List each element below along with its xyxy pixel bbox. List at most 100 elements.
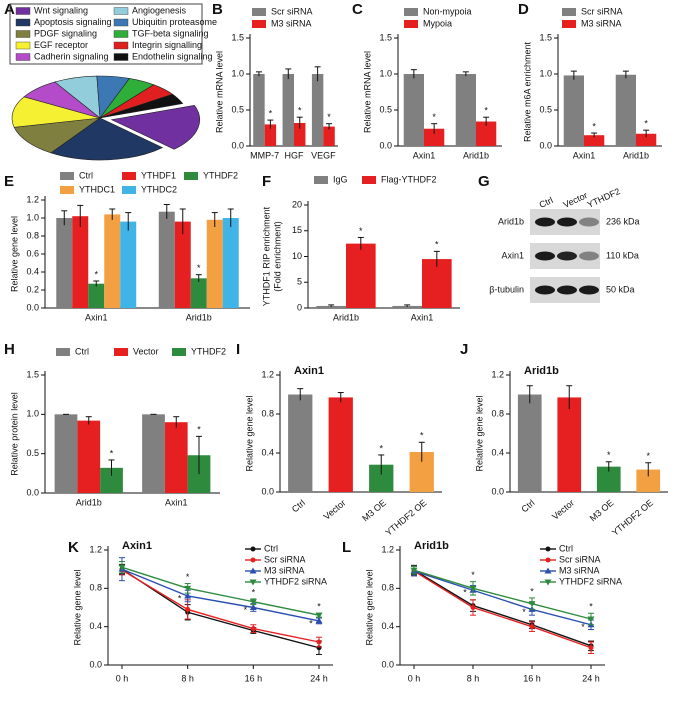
legend-swatch	[113, 18, 129, 27]
marker	[249, 604, 257, 610]
significance: *	[530, 586, 534, 596]
y-tick-label: 0.5	[26, 448, 39, 458]
bar	[222, 218, 239, 308]
legend-label: Ctrl	[79, 170, 93, 180]
y-axis-label: (Fold enrichment)	[272, 221, 282, 292]
legend-label: YTHDF2 siRNA	[264, 576, 327, 586]
legend-swatch	[314, 176, 328, 184]
significance: *	[197, 263, 201, 273]
y-tick-label: 0.0	[89, 659, 102, 669]
y-tick-label: 0.4	[26, 266, 39, 276]
legend-label: Wnt signaling	[34, 5, 88, 15]
bar	[596, 466, 621, 492]
bar	[253, 74, 265, 146]
blot-band	[579, 251, 599, 261]
legend-swatch	[60, 172, 74, 180]
legend-swatch	[252, 8, 266, 16]
legend-label: Scr siRNA	[559, 554, 601, 564]
significance: *	[646, 451, 650, 461]
blot-band	[535, 251, 555, 261]
y-tick-label: 1.0	[26, 212, 39, 222]
legend-label: Scr siRNA	[264, 554, 306, 564]
x-tick-label: YTHDF2 OE	[383, 498, 428, 538]
marker	[249, 567, 257, 574]
y-axis-label: Relative gene level	[9, 216, 19, 292]
x-tick-label: Vector	[550, 498, 576, 522]
bar	[104, 214, 121, 308]
significance: *	[589, 602, 593, 612]
legend-label: YTHDF2	[203, 170, 238, 180]
chart-title: Arid1b	[524, 365, 559, 377]
y-axis-label: Relative gene level	[72, 569, 82, 645]
legend-label: M3 siRNA	[559, 565, 600, 575]
bar	[282, 74, 294, 146]
significance: *	[178, 593, 182, 603]
blot-band	[579, 285, 599, 295]
chart-title: Axin1	[122, 540, 152, 552]
bar	[422, 259, 452, 308]
blot-band	[535, 285, 555, 295]
significance: *	[644, 119, 648, 129]
significance: *	[298, 106, 302, 116]
significance: *	[471, 570, 475, 580]
bar	[424, 128, 445, 146]
x-tick-label: YTHDF2 OE	[610, 498, 655, 538]
legend-label: Flag-YTHDF2	[381, 174, 437, 184]
legend-label: IgG	[333, 174, 348, 184]
bar	[174, 221, 191, 308]
x-tick-label: Ctrl	[290, 498, 307, 515]
y-tick-label: 0.0	[26, 302, 39, 312]
x-tick-label: 16 h	[523, 673, 541, 683]
lane-label: Vector	[562, 190, 589, 210]
significance: *	[522, 607, 526, 617]
y-tick-label: 0.0	[231, 140, 244, 150]
y-axis-label: Relative gene level	[244, 395, 254, 471]
blot-band	[557, 285, 577, 295]
significance: *	[420, 431, 424, 441]
y-tick-label: 0.5	[539, 104, 552, 114]
legend-swatch	[122, 172, 136, 180]
marker	[315, 612, 323, 619]
y-tick-label: 1.2	[261, 369, 274, 379]
blot-band	[557, 251, 577, 261]
y-tick-label: 20	[292, 199, 302, 209]
panel-label: D	[518, 1, 529, 18]
x-tick-label: 24 h	[310, 673, 328, 683]
significance: *	[317, 602, 321, 612]
x-tick-label: M3 OE	[360, 498, 388, 524]
legend-swatch	[252, 20, 266, 28]
panel-label: H	[4, 341, 15, 358]
y-tick-label: 10	[292, 251, 302, 261]
marker	[588, 645, 594, 651]
marker	[528, 601, 536, 608]
y-tick-label: 0.0	[381, 659, 394, 669]
marker	[544, 567, 552, 574]
bar	[100, 467, 123, 493]
bar	[72, 216, 89, 308]
marker	[316, 639, 322, 645]
y-tick-label: 0.4	[261, 447, 274, 457]
marker	[544, 579, 552, 586]
y-tick-label: 0.0	[379, 140, 392, 150]
line	[413, 570, 592, 626]
significance: *	[244, 605, 248, 615]
y-tick-label: 1.0	[539, 68, 552, 78]
bar	[557, 397, 582, 492]
x-tick-label: 0 h	[408, 673, 421, 683]
x-tick-label: 16 h	[245, 673, 263, 683]
bar	[142, 414, 165, 493]
legend-swatch	[114, 348, 128, 356]
legend-label: Angiogenesis	[132, 5, 187, 15]
y-axis-label: Relative m6A enrichment	[522, 41, 532, 142]
legend-swatch	[172, 348, 186, 356]
legend-swatch	[15, 7, 31, 15]
bar	[164, 422, 188, 493]
x-tick-label: Arid1b	[76, 497, 102, 507]
legend-swatch	[56, 348, 70, 356]
marker	[250, 557, 256, 563]
significance: *	[607, 450, 611, 460]
significance: *	[252, 587, 256, 597]
bar	[323, 126, 335, 146]
legend-swatch	[362, 176, 376, 184]
